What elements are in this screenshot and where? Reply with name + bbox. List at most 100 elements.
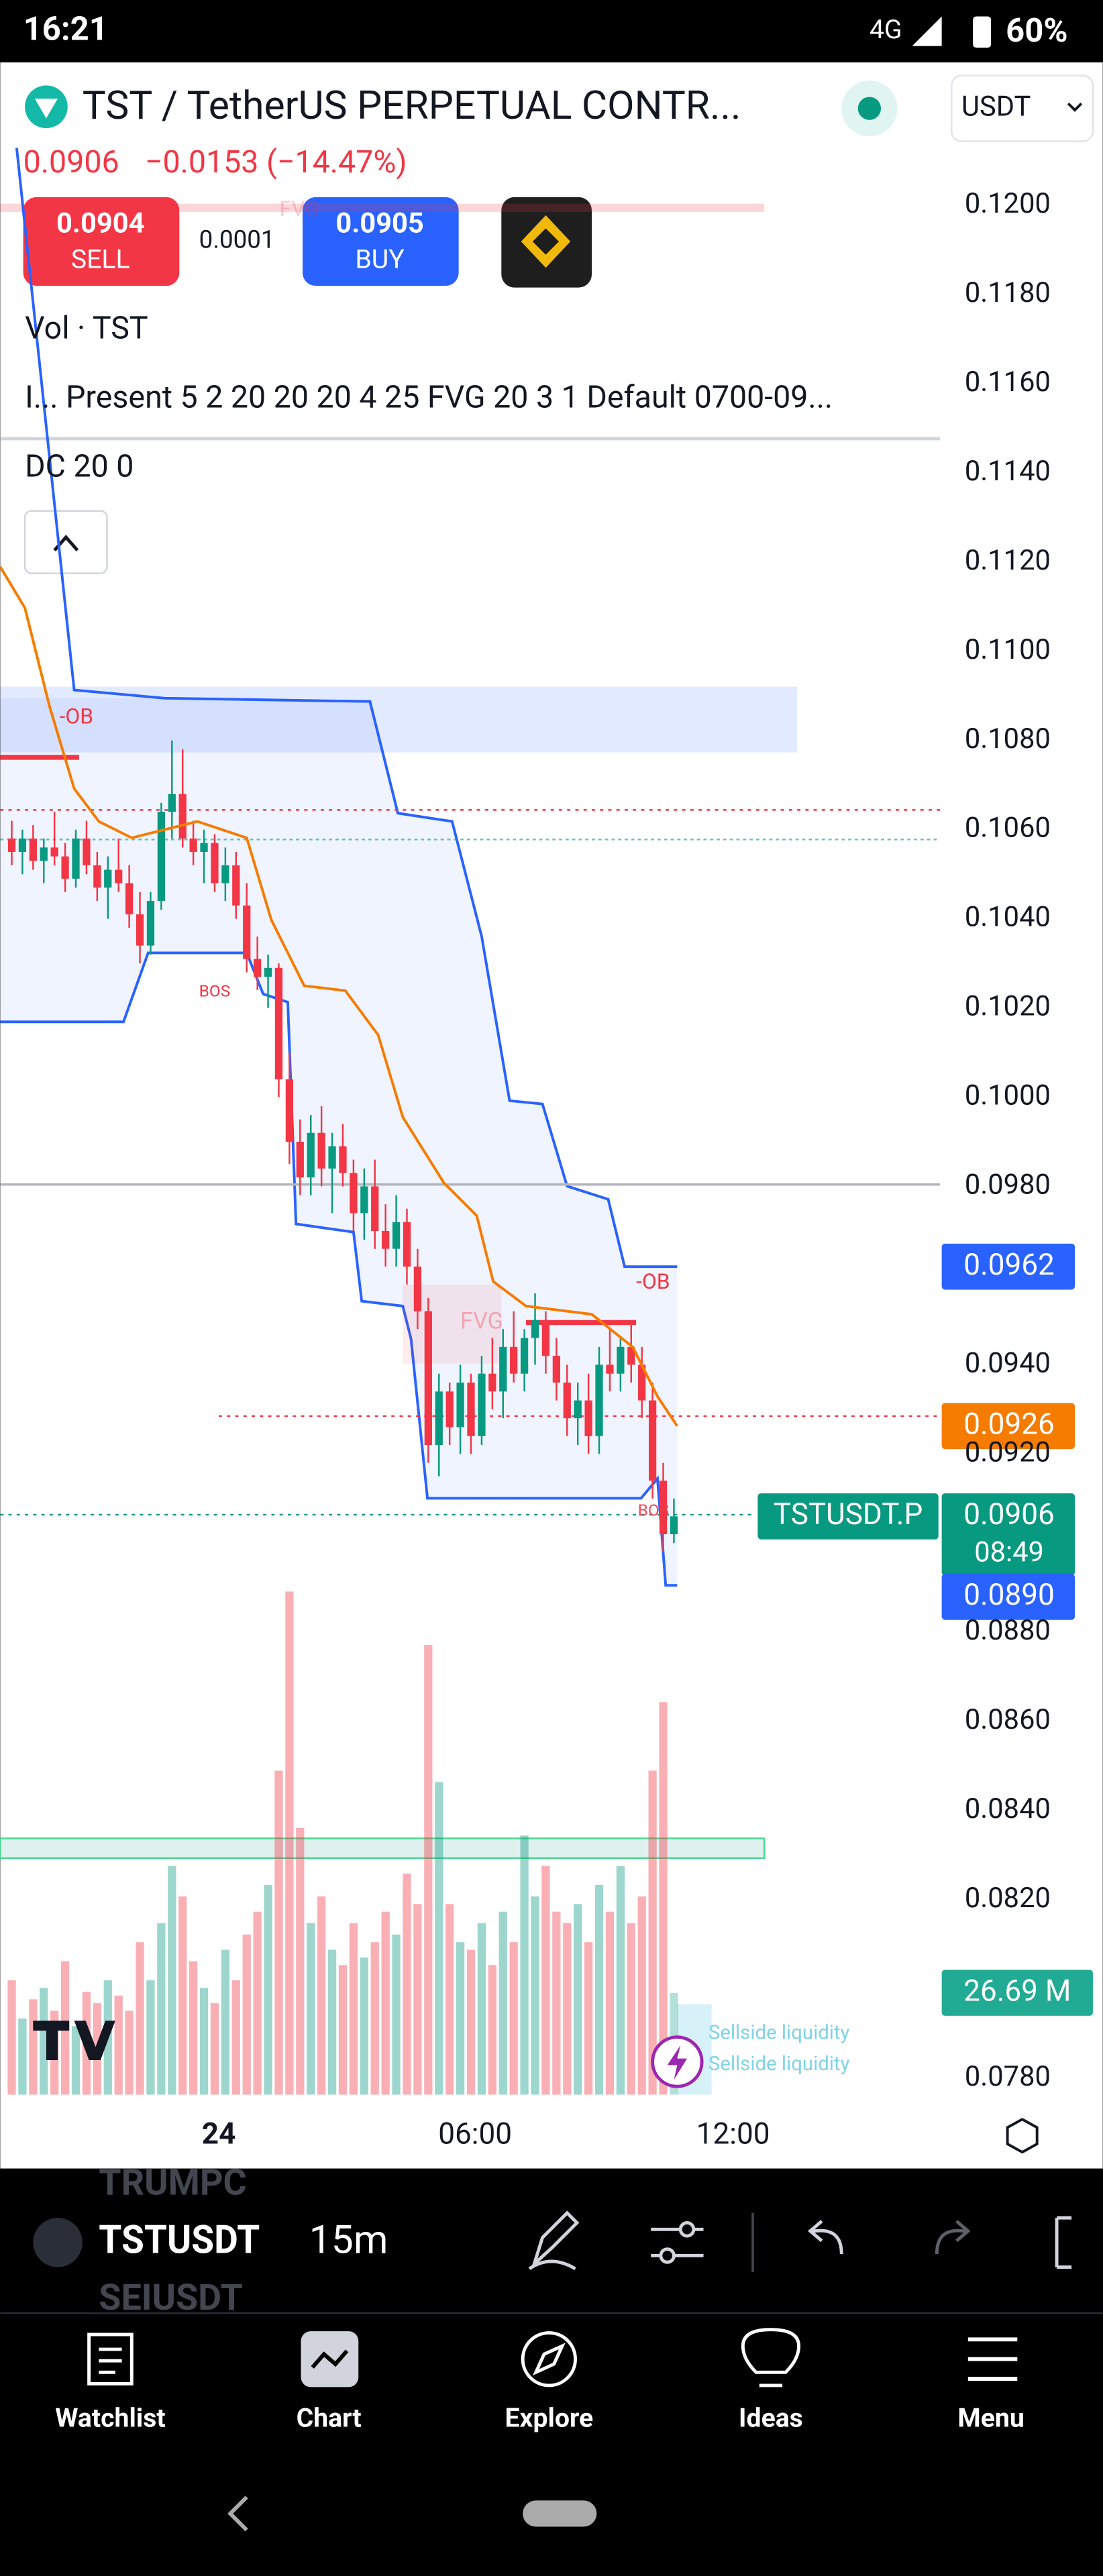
nav-label[interactable]: Watchlist <box>55 2403 165 2434</box>
volume-bar <box>285 1591 294 2095</box>
candle-body <box>382 1230 390 1249</box>
coin-logo-mark <box>34 98 58 119</box>
channel-fill <box>0 698 678 1586</box>
price-label: 0.0926 <box>963 1406 1054 1441</box>
network-type: 4G <box>870 14 902 45</box>
volume-bar <box>178 1896 187 2095</box>
volume-bar <box>29 1999 38 2095</box>
toolbar-interval[interactable]: 15m <box>309 2216 388 2263</box>
y-tick-label: 0.0860 <box>965 1703 1051 1736</box>
indicator-legend: DC 20 0 <box>25 448 134 484</box>
nav-label[interactable]: Explore <box>505 2403 594 2434</box>
candle-body <box>72 839 80 879</box>
chart-annotation: FVG <box>280 196 319 221</box>
y-tick-label: 0.1020 <box>965 990 1051 1023</box>
candle-body <box>18 839 27 852</box>
candle-body <box>520 1338 529 1374</box>
ideas-icon[interactable] <box>741 2328 801 2387</box>
chart-annotation: -OB <box>60 704 94 729</box>
toolbar-symbol[interactable]: TSTUSDT <box>99 2216 260 2263</box>
y-tick-label: 0.1120 <box>965 544 1051 577</box>
undo-button[interactable] <box>807 2220 843 2255</box>
candle-body <box>488 1373 496 1392</box>
y-tick-label: 0.0820 <box>965 1882 1051 1915</box>
nav-label[interactable]: Ideas <box>739 2403 803 2434</box>
volume-bar <box>71 2026 81 2095</box>
candle-body <box>146 901 155 946</box>
candle-body <box>552 1356 560 1383</box>
symbol-icon[interactable] <box>33 2218 83 2267</box>
explore-needle <box>532 2343 566 2376</box>
candle-body <box>285 1079 294 1142</box>
chart-annotation: FVG <box>460 1307 503 1334</box>
volume-bar <box>242 1934 251 2095</box>
volume-bar <box>531 1896 539 2095</box>
volume-bar <box>435 1782 443 2095</box>
x-tick-label: 24 <box>202 2116 236 2151</box>
system-home[interactable] <box>523 2500 597 2527</box>
redo-button[interactable] <box>935 2220 971 2255</box>
draw-tool[interactable] <box>528 2210 580 2271</box>
fullscreen-button[interactable] <box>1055 2216 1072 2269</box>
settings-icon[interactable] <box>1006 2117 1039 2154</box>
volume-label: 26.69 M <box>963 1973 1071 2008</box>
y-tick-label: 0.0780 <box>965 2060 1051 2093</box>
symbol-title: TST / TetherUS PERPETUAL CONTR... <box>83 83 741 129</box>
slider-knob <box>659 2247 676 2264</box>
candle-body <box>435 1391 443 1446</box>
candle-body <box>627 1346 635 1365</box>
symbol-tag: TSTUSDT.P <box>774 1497 923 1532</box>
volume-bar <box>616 1866 625 2095</box>
volume-bar <box>498 1911 507 2095</box>
x-tick-label: 06:00 <box>438 2116 512 2151</box>
price-label: 0.0890 <box>963 1577 1054 1612</box>
candle-body <box>232 865 240 906</box>
y-tick-label: 0.0880 <box>965 1614 1051 1647</box>
volume-bar <box>370 1942 379 2095</box>
candle-body <box>317 1132 325 1169</box>
candle-body <box>445 1391 454 1428</box>
dropdown-arrow <box>1067 102 1083 112</box>
candle-body <box>541 1320 550 1356</box>
y-tick-label: 0.0940 <box>965 1346 1051 1379</box>
indicator-legend: Vol · TST <box>25 311 148 347</box>
nav-label[interactable]: Chart <box>297 2403 362 2434</box>
system-back[interactable] <box>227 2496 248 2532</box>
candle-body <box>157 812 165 902</box>
fvg-zone-top <box>0 203 765 212</box>
volume-bar <box>509 1942 518 2095</box>
chart-annotation: Sellside liquidity <box>708 2053 850 2076</box>
volume-bar <box>189 1961 198 2095</box>
spread: 0.0001 <box>199 225 275 254</box>
watchlist-icon[interactable] <box>87 2332 134 2385</box>
volume-bar <box>199 1988 209 2095</box>
buy-button[interactable] <box>302 197 459 286</box>
volume-bar <box>136 1942 144 2095</box>
volume-bar <box>381 1911 390 2095</box>
candle-body <box>563 1382 571 1419</box>
broker-logo[interactable] <box>501 197 592 288</box>
sell-price: 0.0904 <box>56 207 144 240</box>
candle-body <box>350 1173 358 1214</box>
candle-body <box>7 839 16 852</box>
sell-button[interactable] <box>23 197 180 286</box>
collapse-button[interactable] <box>23 510 108 574</box>
candle-body <box>211 843 219 883</box>
currency-select[interactable] <box>951 74 1094 142</box>
volume-bar <box>648 1770 657 2095</box>
liquidity-zone <box>0 1837 766 1860</box>
currency-label: USDT <box>961 91 1031 123</box>
explore-icon[interactable] <box>521 2331 577 2387</box>
candle-countdown: 08:49 <box>974 1536 1044 1569</box>
menu-icon[interactable] <box>967 2337 1018 2381</box>
y-tick-label: 0.1080 <box>965 722 1051 755</box>
chart-drawings <box>0 148 941 2095</box>
volume-bar <box>574 1904 582 2095</box>
volume-bar <box>637 1896 646 2095</box>
candle-body <box>115 869 123 883</box>
candle-body <box>574 1400 582 1419</box>
candle-body <box>136 914 144 946</box>
nav-label[interactable]: Menu <box>957 2403 1024 2434</box>
volume-bar <box>264 1884 272 2095</box>
volume-bar <box>338 1965 348 2095</box>
